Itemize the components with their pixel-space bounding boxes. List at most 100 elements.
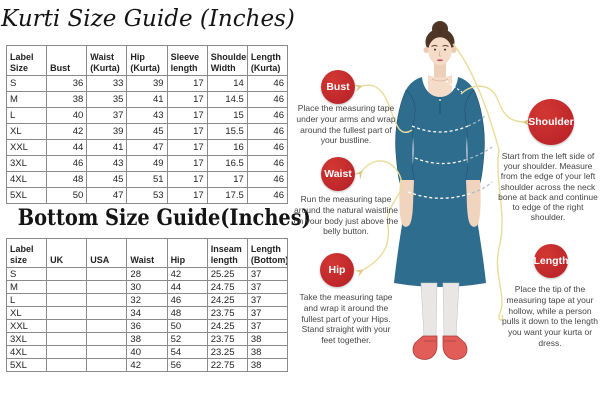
kurti-size-table: Label Size Bust Waist (Kurta) Hip (Kurta) Sl…: [5, 45, 289, 204]
bottom-table-cell: 48: [166, 306, 208, 320]
bottom-table-row: 3XL 38 52 23.75 38: [5, 332, 289, 346]
woman-figure-illustration: [394, 21, 493, 360]
waist-badge-label: Waist: [324, 168, 352, 180]
bottom-table-column-header: Hip: [166, 238, 208, 268]
waist-instructions: Run the measuring tape around the natura…: [293, 194, 399, 237]
bottom-table-cell: 5XL: [5, 358, 48, 372]
right-legging: [442, 282, 460, 338]
bust-measure-line: [411, 125, 469, 133]
hip-badge: Hip: [320, 253, 354, 287]
kurti-table-cell: 36: [46, 75, 88, 92]
bottom-table-cell: 37: [246, 319, 289, 333]
right-shoe: [442, 335, 468, 360]
kurti-table-row: S 36 33 39 17 14 46: [5, 75, 289, 92]
bottom-table-column-header: Length (Bottom): [246, 238, 289, 268]
bottom-table-cell: 52: [166, 332, 208, 346]
neck: [434, 60, 446, 78]
kurti-table-cell: 14: [206, 75, 248, 92]
lips: [436, 59, 444, 62]
kurti-table-cell: 48: [46, 171, 88, 188]
shoulder-badge-label: Shoulder: [528, 116, 574, 128]
bottom-table-cell: L: [5, 293, 48, 307]
bottom-table-column-header: Label size: [5, 238, 48, 268]
kurti-table-cell: 5XL: [5, 187, 48, 204]
kurti-table-cell: 3XL: [5, 155, 48, 172]
kurti-table-cell: 17: [166, 123, 208, 140]
kurti-table-cell: 46: [246, 155, 289, 172]
kurti-table-cell: 53: [126, 187, 168, 204]
kurti-table-cell: 46: [246, 107, 289, 124]
bottom-table-cell: 4XL: [5, 345, 48, 359]
bottom-table-cell: [86, 267, 128, 281]
eye: [444, 48, 446, 51]
kurti-table-row: 3XL 46 43 49 17 16.5 46: [5, 155, 289, 172]
bottom-table-column-header: UK: [46, 238, 88, 268]
kurti-table-cell: 45: [86, 171, 128, 188]
kurti-table-cell: 46: [246, 123, 289, 140]
bottom-table-row: M 30 44 24.75 37: [5, 280, 289, 294]
bottom-size-guide-title: Bottom Size Guide(Inches): [17, 205, 311, 231]
kurti-table-cell: 17: [166, 107, 208, 124]
waist-badge: Waist: [321, 157, 355, 191]
hip-badge-label: Hip: [328, 264, 346, 276]
bottom-table-cell: 38: [246, 345, 289, 359]
bottom-table-cell: 38: [246, 358, 289, 372]
bottom-table-cell: [86, 332, 128, 346]
kurti-table-cell: 46: [246, 187, 289, 204]
bottom-table-cell: 38: [126, 332, 168, 346]
bottom-table-cell: M: [5, 280, 48, 294]
bust-badge: Bust: [321, 70, 355, 104]
bust-badge-label: Bust: [326, 81, 350, 93]
shoulder-badge: Shoulder: [528, 99, 574, 145]
bottom-table-cell: [86, 306, 128, 320]
kurti-table-cell: L: [5, 107, 48, 124]
kurti-table-cell: 51: [126, 171, 168, 188]
bottom-table-cell: 23.75: [206, 332, 248, 346]
bottom-table-cell: [46, 332, 88, 346]
bottom-table-cell: 24.75: [206, 280, 248, 294]
bottom-table-cell: 38: [246, 332, 289, 346]
bottom-table-column-header: Waist: [126, 238, 168, 268]
kurti-table-cell: 17: [166, 75, 208, 92]
kurti-table-cell: 41: [126, 91, 168, 108]
length-instructions: Place the tip of the measuring tape at y…: [502, 284, 598, 348]
bottom-table-cell: 40: [126, 345, 168, 359]
kurti-table-cell: 39: [86, 123, 128, 140]
kurti-table-cell: 49: [126, 155, 168, 172]
bottom-table-cell: 37: [246, 293, 289, 307]
bottom-table-cell: [46, 267, 88, 281]
kurti-table-cell: XL: [5, 123, 48, 140]
bottom-table-row: XXL 36 50 24.25 37: [5, 319, 289, 333]
bottom-table-cell: S: [5, 267, 48, 281]
kurti-table-cell: 46: [246, 91, 289, 108]
bottom-table-cell: 3XL: [5, 332, 48, 346]
bottom-table-cell: 37: [246, 267, 289, 281]
eye: [434, 48, 436, 51]
bottom-table-cell: [46, 319, 88, 333]
eyebrow: [431, 44, 438, 47]
bottom-table-cell: 34: [126, 306, 168, 320]
kurti-table-cell: 37: [86, 107, 128, 124]
bottom-table-row: 5XL 42 56 22.75 38: [5, 358, 289, 372]
bottom-table-cell: 54: [166, 345, 208, 359]
kurti-table-cell: 14.5: [206, 91, 248, 108]
kurti-table-cell: 17.5: [206, 187, 248, 204]
bottom-table-row: S 28 42 25.25 37: [5, 267, 289, 281]
kurti-table-cell: 38: [46, 91, 88, 108]
kurti-table-header-row: Label Size Bust Waist (Kurta) Hip (Kurta) Sl…: [5, 45, 289, 76]
bottom-table-header-row: Label size UK USA Waist Hip Inseam length Leng…: [5, 238, 289, 268]
kurti-table-cell: 4XL: [5, 171, 48, 188]
kurti-table-cell: 16.5: [206, 155, 248, 172]
kurti-table-cell: 46: [246, 171, 289, 188]
bottom-table-cell: 42: [166, 267, 208, 281]
bottom-table-column-header: Inseam length: [206, 238, 248, 268]
kurti-table-cell: 46: [246, 75, 289, 92]
bust-instructions: Place the measuring tape under your arms…: [296, 103, 396, 146]
kurti-table-column-header: Shoulder Width: [206, 45, 248, 76]
kurti-table-cell: 33: [86, 75, 128, 92]
kurti-table-cell: S: [5, 75, 48, 92]
kurti-table-row: XL 42 39 45 17 15.5 46: [5, 123, 289, 140]
kurti-table-column-header: Hip (Kurta): [126, 45, 168, 76]
bottom-table-cell: 42: [126, 358, 168, 372]
